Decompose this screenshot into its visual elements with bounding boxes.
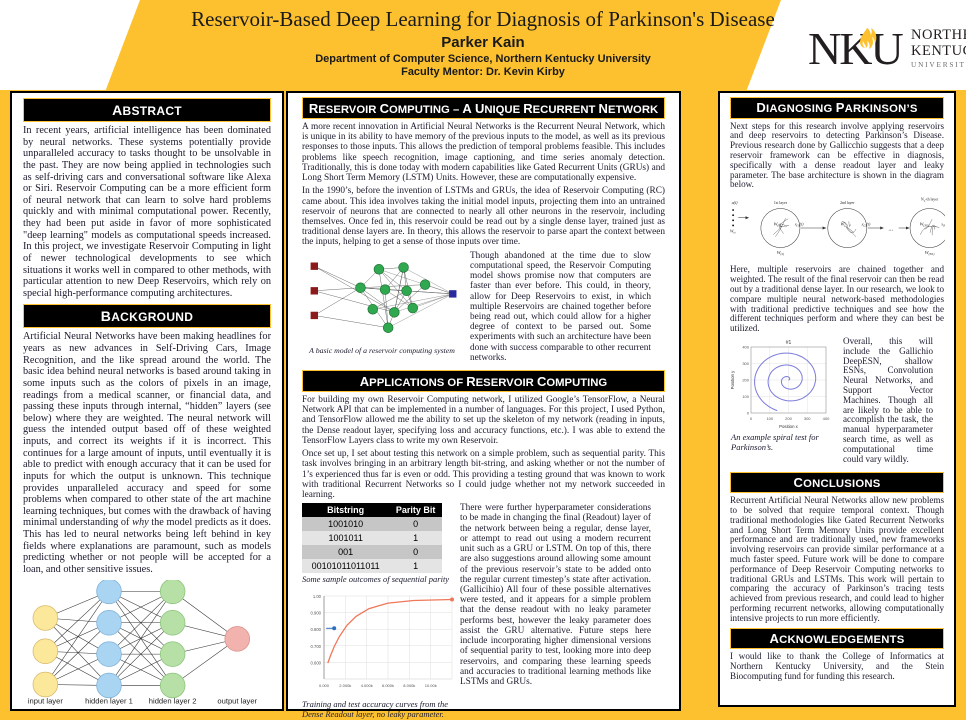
svg-text:6.000k: 6.000k [382,683,394,688]
svg-text:KENTUCKY: KENTUCKY [911,43,966,59]
svg-text:100: 100 [766,416,773,421]
svg-text:Position y: Position y [731,370,735,389]
svg-text:2nd layer: 2nd layer [840,201,855,205]
svg-text:0.900: 0.900 [311,611,322,616]
svg-text:#1: #1 [786,340,792,346]
svg-text:hidden layer 1: hidden layer 1 [85,696,133,705]
svg-text:1st layer: 1st layer [774,201,788,205]
svg-text:W(2): W(2) [777,251,784,257]
svg-text:200: 200 [742,377,749,382]
svg-text:100: 100 [742,394,749,399]
svg-text:300: 300 [804,416,811,421]
svg-text:hidden layer 2: hidden layer 2 [149,696,197,705]
svg-text:8.000k: 8.000k [403,683,415,688]
svg-text:NKU: NKU [808,23,903,74]
svg-text:NORTHERN: NORTHERN [911,27,966,43]
svg-text:200: 200 [785,416,792,421]
svg-text:1.00: 1.00 [313,594,322,599]
svg-text:0.000: 0.000 [319,683,330,688]
svg-text:W(NL): W(NL) [920,222,930,228]
svg-text:10.00k: 10.00k [425,683,437,688]
svg-text:input layer: input layer [28,696,64,705]
svg-text:Position x: Position x [779,424,798,429]
svg-text:Win: Win [730,229,736,235]
svg-text:4.000k: 4.000k [361,683,373,688]
svg-text:2.000k: 2.000k [339,683,351,688]
svg-text:400: 400 [823,416,830,421]
svg-text:u(t): u(t) [732,200,739,205]
svg-text:W(2): W(2) [840,222,847,228]
svg-text:W(1): W(1) [774,222,781,228]
svg-text:0.600: 0.600 [311,661,322,666]
svg-text:NL-th layer: NL-th layer [921,198,939,203]
svg-text:0.800: 0.800 [311,627,322,632]
svg-text:UNIVERSITY: UNIVERSITY [911,60,966,69]
svg-text:400: 400 [742,344,749,349]
svg-text:output layer: output layer [217,696,257,705]
svg-text:...: ... [888,227,893,233]
svg-text:0.700: 0.700 [311,644,322,649]
svg-text:300: 300 [742,361,749,366]
svg-text:x(NL)(t): x(NL)(t) [940,223,945,228]
svg-text:W(NL): W(NL) [925,251,935,257]
